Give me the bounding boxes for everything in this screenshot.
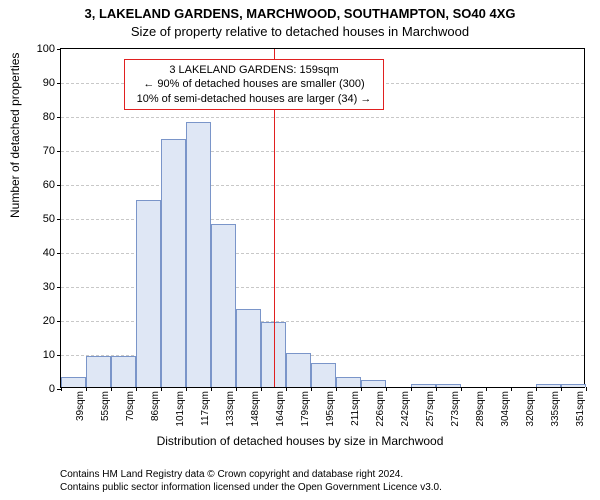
ytick-label: 10 — [43, 349, 61, 361]
histogram-bar — [286, 353, 311, 387]
xtick-mark — [386, 387, 387, 391]
xtick-label: 335sqm — [550, 387, 561, 427]
ytick-label: 80 — [43, 111, 61, 123]
ytick-label: 40 — [43, 247, 61, 259]
histogram-bar — [186, 122, 211, 387]
xtick-label: 164sqm — [275, 387, 286, 427]
ytick-label: 70 — [43, 145, 61, 157]
xtick-label: 117sqm — [200, 387, 211, 426]
annotation-line: ← 90% of detached houses are smaller (30… — [131, 77, 377, 91]
xtick-mark — [236, 387, 237, 391]
ytick-label: 60 — [43, 179, 61, 191]
title-line-1: 3, LAKELAND GARDENS, MARCHWOOD, SOUTHAMP… — [0, 6, 600, 21]
xtick-label: 101sqm — [175, 387, 186, 427]
xtick-label: 133sqm — [225, 387, 236, 427]
ytick-label: 90 — [43, 77, 61, 89]
histogram-bar — [136, 200, 161, 387]
xtick-label: 39sqm — [75, 387, 86, 421]
y-axis-label: Number of detached properties — [8, 53, 22, 218]
xtick-mark — [86, 387, 87, 391]
xtick-mark — [586, 387, 587, 391]
xtick-mark — [436, 387, 437, 391]
footer-line-1: Contains HM Land Registry data © Crown c… — [60, 469, 586, 482]
histogram-bar — [336, 377, 361, 387]
histogram-bar — [211, 224, 236, 387]
xtick-label: 351sqm — [575, 387, 586, 427]
xtick-mark — [561, 387, 562, 391]
xtick-label: 257sqm — [425, 387, 436, 427]
ytick-label: 30 — [43, 281, 61, 293]
xtick-mark — [536, 387, 537, 391]
xtick-mark — [161, 387, 162, 391]
footer-line-2: Contains public sector information licen… — [60, 482, 586, 495]
xtick-mark — [136, 387, 137, 391]
histogram-bar — [361, 380, 386, 387]
xtick-label: 320sqm — [525, 387, 536, 427]
xtick-label: 273sqm — [450, 387, 461, 427]
gridline — [61, 151, 584, 152]
xtick-mark — [61, 387, 62, 391]
histogram-bar — [86, 356, 111, 387]
histogram-bar — [236, 309, 261, 387]
ytick-label: 100 — [37, 43, 61, 55]
xtick-mark — [261, 387, 262, 391]
gridline — [61, 117, 584, 118]
xtick-label: 304sqm — [500, 387, 511, 427]
chart-plot-area: 010203040506070809010039sqm55sqm70sqm86s… — [60, 48, 585, 388]
xtick-mark — [111, 387, 112, 391]
histogram-bar — [61, 377, 86, 387]
annotation-line: 3 LAKELAND GARDENS: 159sqm — [131, 63, 377, 77]
ytick-label: 0 — [49, 383, 61, 395]
xtick-label: 86sqm — [150, 387, 161, 421]
annotation-box: 3 LAKELAND GARDENS: 159sqm← 90% of detac… — [124, 59, 384, 110]
xtick-label: 242sqm — [400, 387, 411, 427]
xtick-label: 55sqm — [100, 387, 111, 421]
xtick-label: 179sqm — [300, 387, 311, 427]
xtick-label: 211sqm — [350, 387, 361, 426]
histogram-bar — [161, 139, 186, 387]
xtick-label: 226sqm — [375, 387, 386, 427]
histogram-bar — [311, 363, 336, 387]
footer-attribution: Contains HM Land Registry data © Crown c… — [60, 469, 586, 494]
xtick-label: 289sqm — [475, 387, 486, 427]
xtick-mark — [311, 387, 312, 391]
xtick-mark — [336, 387, 337, 391]
xtick-mark — [461, 387, 462, 391]
xtick-mark — [486, 387, 487, 391]
xtick-mark — [411, 387, 412, 391]
xtick-mark — [361, 387, 362, 391]
histogram-bar — [111, 356, 136, 387]
xtick-mark — [286, 387, 287, 391]
xtick-mark — [511, 387, 512, 391]
title-line-2: Size of property relative to detached ho… — [0, 24, 600, 39]
ytick-label: 20 — [43, 315, 61, 327]
xtick-label: 148sqm — [250, 387, 261, 427]
gridline — [61, 185, 584, 186]
xtick-label: 195sqm — [325, 387, 336, 427]
ytick-label: 50 — [43, 213, 61, 225]
xtick-label: 70sqm — [125, 387, 136, 421]
x-axis-label: Distribution of detached houses by size … — [0, 434, 600, 448]
xtick-mark — [186, 387, 187, 391]
annotation-line: 10% of semi-detached houses are larger (… — [131, 92, 377, 106]
xtick-mark — [211, 387, 212, 391]
